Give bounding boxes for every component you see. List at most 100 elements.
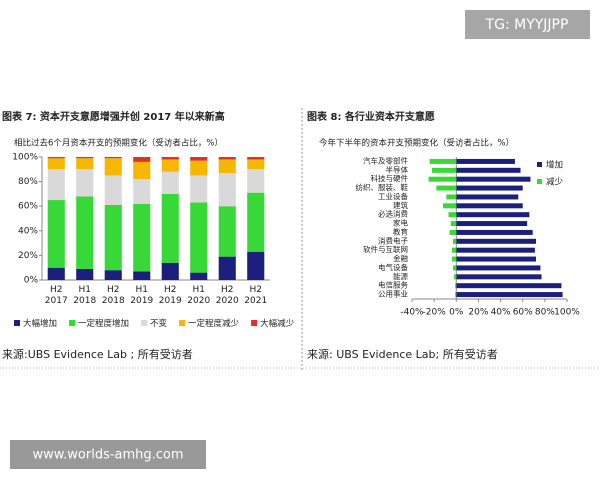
bar-segment (218, 172, 236, 207)
bar-segment (247, 159, 265, 170)
bar-segment (76, 169, 94, 197)
bar (448, 212, 457, 218)
x-tick-label: H2 2017 (44, 285, 68, 306)
bar (456, 292, 563, 298)
bar (456, 274, 542, 280)
bar-segment (247, 157, 265, 160)
footer-box (10, 440, 206, 469)
y-tick-label: 工业设备 (378, 191, 408, 201)
bar-segment (104, 158, 122, 176)
bar (456, 283, 562, 289)
y-tick-label: 60% (18, 202, 38, 212)
bar-segment (47, 158, 65, 170)
bar (456, 229, 533, 235)
legend-marker (141, 320, 148, 326)
bar-segment (190, 202, 208, 273)
bar-segment (218, 256, 236, 280)
bar-segment (218, 206, 236, 257)
x-tick-label: -20% (423, 308, 447, 318)
legend-label: 减少 (546, 177, 564, 188)
bar (451, 256, 457, 262)
bar (456, 185, 523, 191)
bar (456, 221, 528, 227)
y-tick-label: 软件与互联网 (363, 244, 408, 254)
bar-segment (190, 272, 208, 280)
bar (455, 283, 457, 289)
bar (450, 221, 457, 227)
bar-segment (47, 200, 65, 268)
bar-segment (104, 204, 122, 271)
x-tick-label: 40% (491, 308, 511, 318)
x-tick-label: -40% (400, 308, 424, 318)
bar-segment (47, 157, 65, 159)
chart-subtitle: 今年下半年的资本开支预期变化（受访者占比，%） (319, 138, 514, 149)
bar-segment (190, 157, 208, 161)
bar (456, 194, 519, 200)
x-tick-label: H2 2021 (244, 285, 268, 306)
legend-label: 大幅减少 (260, 318, 295, 329)
bar (446, 194, 457, 200)
bar-segment (104, 157, 122, 159)
legend-label: 大幅增加 (23, 318, 57, 329)
bar (456, 265, 541, 271)
bar-segment (104, 270, 122, 280)
x-tick-label: H1 2020 (187, 285, 211, 306)
y-tick-label: 40% (18, 226, 38, 236)
legend-marker (179, 320, 186, 326)
bar-segment (133, 161, 151, 180)
bar-segment (161, 171, 179, 194)
legend-label: 一定程度减少 (188, 318, 240, 329)
bar-segment (161, 262, 179, 280)
x-tick-label: 80% (535, 308, 555, 318)
bar-segment (190, 175, 208, 203)
bar (456, 167, 521, 173)
bar-segment (76, 268, 94, 280)
x-tick-label: 20% (468, 308, 488, 318)
bar-segment (247, 169, 265, 193)
bar (452, 238, 457, 244)
bar-segment (76, 196, 94, 269)
bar-segment (76, 158, 94, 170)
y-tick-label: 0% (24, 276, 39, 286)
bar-segment (190, 160, 208, 176)
bar (428, 176, 457, 182)
y-tick-label: 能源 (393, 271, 408, 281)
legend-marker (537, 179, 542, 184)
x-tick-label: H2 2018 (101, 285, 125, 306)
legend-marker (251, 320, 258, 326)
y-tick-label: 金融 (393, 253, 408, 263)
bar (456, 158, 515, 164)
bar-segment (104, 175, 122, 205)
bar (452, 265, 457, 271)
y-tick-label: 汽车及零部件 (363, 155, 408, 165)
x-tick-label: H1 2018 (73, 285, 97, 306)
y-tick-label: 电气设备 (378, 262, 408, 272)
bar (454, 274, 457, 280)
bar-segment (133, 203, 151, 272)
y-tick-label: 建筑 (393, 200, 408, 210)
bar (449, 229, 457, 235)
y-tick-label: 20% (18, 251, 38, 261)
bar (456, 238, 536, 244)
chart-title: 图表 8: 各行业资本开支意愿 (307, 110, 435, 123)
bar-segment (161, 193, 179, 263)
bar-segment (76, 157, 94, 159)
bar-segment (133, 271, 151, 280)
bar-segment (247, 192, 265, 252)
legend-label: 增加 (546, 160, 563, 171)
legend-marker (14, 320, 20, 326)
x-tick-label: 60% (513, 308, 533, 318)
source: 来源:UBS Evidence Lab ; 所有受访者 (2, 347, 193, 361)
y-tick-label: 80% (18, 177, 38, 187)
y-tick-label: 电信服务 (378, 280, 408, 290)
bar (456, 176, 531, 182)
y-tick-label: 科技与硬件 (371, 173, 409, 183)
footer-watermark: www.worlds-amhg.com (32, 448, 183, 463)
bar-segment (218, 159, 236, 173)
bar (451, 247, 457, 253)
x-tick-label: H2 2019 (158, 285, 182, 306)
bar-segment (47, 169, 65, 201)
chart-title: 图表 7: 资本开支意愿增强并创 2017 年以来新高 (2, 110, 225, 123)
